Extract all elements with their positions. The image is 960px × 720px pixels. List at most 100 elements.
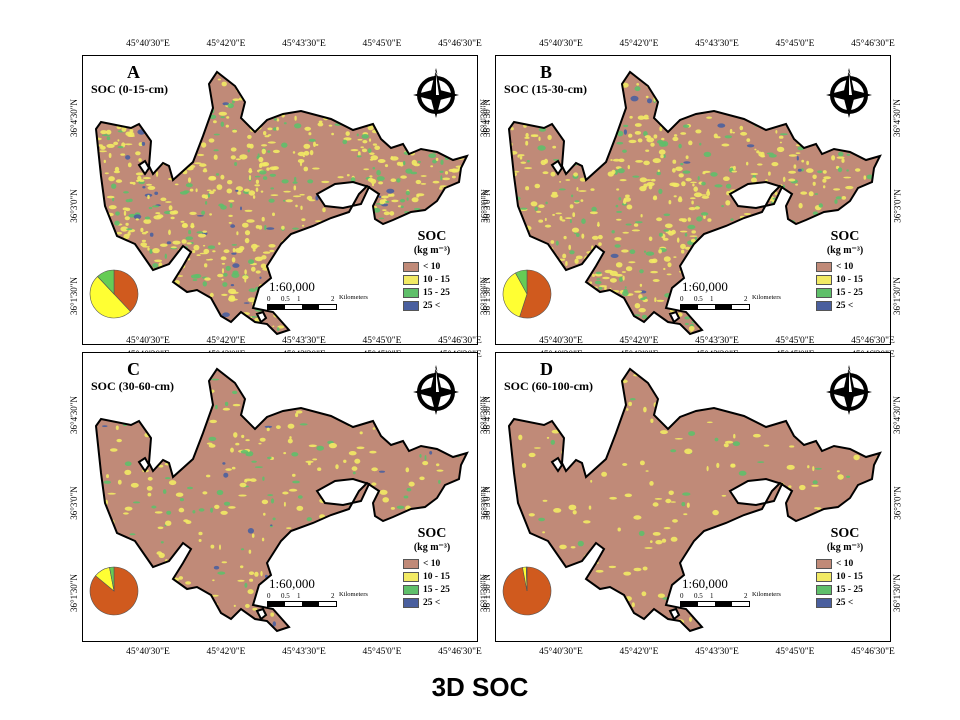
pie-slice: [515, 269, 528, 295]
panel-letter: C: [127, 359, 140, 379]
latitude-label: 36°1'30"N: [892, 574, 902, 612]
legend-swatch: [403, 274, 419, 285]
scale-tick: 1: [710, 295, 714, 303]
pie-slice: [502, 272, 528, 318]
latitude-label: 36°3'0"N: [482, 486, 492, 520]
legend-item: 15 - 25: [816, 286, 874, 299]
longitude-label: 45°46'30"E: [438, 647, 482, 657]
soc-pie-chart: [502, 566, 552, 616]
pie-slice: [525, 566, 528, 592]
soc-legend: SOC (kg m⁻³) < 10 10 - 15 15 - 25 25 <: [816, 229, 874, 312]
scale-ratio: 1:60,000: [682, 576, 728, 591]
north-arrow-icon: N: [413, 68, 459, 118]
pie-slice: [89, 276, 131, 319]
longitude-label: 45°43'30"E: [282, 647, 326, 657]
legend-swatch: [816, 597, 832, 608]
legend-units: (kg m⁻³): [826, 245, 864, 256]
scale-ratio: 1:60,000: [269, 576, 315, 591]
svg-text:N: N: [434, 71, 439, 78]
legend-label: < 10: [423, 261, 441, 272]
longitude-label: 45°46'30"E: [438, 336, 482, 346]
scale-tick: 0: [267, 295, 271, 303]
latitude-label: 36°3'0"N: [892, 486, 902, 520]
longitude-label: 45°45'0"E: [362, 39, 402, 49]
scale-tick: 0: [267, 592, 271, 600]
figure-caption: 3D SOC: [431, 672, 529, 702]
svg-text:N: N: [847, 368, 852, 375]
soc-legend: SOC (kg m⁻³) < 10 10 - 15 15 - 25 25 <: [816, 526, 874, 609]
longitude-label: 45°40'30"E: [539, 647, 583, 657]
map-panel-c: C SOC (30-60-cm) N SOC (kg m⁻³) < 10 10 - 15 15…: [69, 336, 489, 657]
legend-label: 25 <: [423, 300, 441, 311]
legend-label: < 10: [836, 261, 854, 272]
north-arrow-icon: N: [826, 365, 872, 415]
latitude-label: 36°3'0"N: [69, 189, 79, 223]
latitude-label: 36°3'0"N: [892, 189, 902, 223]
legend-label: 25 <: [836, 300, 854, 311]
legend-label: 15 - 25: [423, 584, 450, 595]
latitude-label: 36°3'0"N: [482, 189, 492, 223]
longitude-label: 45°40'30"E: [539, 336, 583, 346]
latitude-label: 36°3'0"N: [69, 486, 79, 520]
scale-unit: Kilometers: [752, 294, 781, 301]
panel-letter: A: [127, 62, 140, 82]
legend-label: 25 <: [836, 597, 854, 608]
legend-swatch: [816, 558, 832, 569]
legend-label: 10 - 15: [423, 274, 450, 285]
depth-label: SOC (15-30-cm): [504, 82, 587, 96]
longitude-label: 45°46'30"E: [851, 39, 895, 49]
legend-title: SOC: [417, 526, 447, 541]
latitude-label: 36°4'30"N: [892, 396, 902, 434]
longitude-label: 45°46'30"E: [438, 39, 482, 49]
legend-item: < 10: [816, 557, 874, 570]
longitude-label: 45°45'0"E: [362, 336, 402, 346]
legend-swatch: [403, 571, 419, 582]
scale-tick: 1: [297, 592, 301, 600]
legend-title: SOC: [417, 229, 447, 244]
legend-item: 25 <: [816, 299, 874, 312]
legend-units: (kg m⁻³): [826, 542, 864, 553]
longitude-label: 45°46'30"E: [851, 647, 895, 657]
longitude-label: 45°42'0"E: [619, 647, 659, 657]
north-arrow-icon: N: [826, 68, 872, 118]
scale-bar: 1:60,000 0 0.5 1 2 Kilometers: [680, 279, 790, 310]
scale-unit: Kilometers: [339, 591, 368, 598]
longitude-label: 45°42'0"E: [619, 336, 659, 346]
scale-tick: 0.5: [281, 295, 290, 303]
scale-bar: 1:60,000 0 0.5 1 2 Kilometers: [680, 576, 790, 607]
scale-ratio: 1:60,000: [269, 279, 315, 294]
longitude-label: 45°43'30"E: [695, 39, 739, 49]
scale-tick: 0.5: [694, 295, 703, 303]
map-panel-d: D SOC (60-100-cm) N SOC (kg m⁻³) < 10 10 - 15 1…: [482, 336, 902, 657]
soc-legend: SOC (kg m⁻³) < 10 10 - 15 15 - 25 25 <: [403, 229, 461, 312]
legend-item: 25 <: [403, 596, 461, 609]
svg-text:N: N: [847, 71, 852, 78]
latitude-label: 36°4'30"N: [892, 99, 902, 137]
legend-swatch: [403, 558, 419, 569]
latitude-label: 36°1'30"N: [69, 277, 79, 315]
longitude-label: 45°40'30"E: [126, 647, 170, 657]
legend-swatch: [816, 274, 832, 285]
scale-tick: 2: [744, 295, 748, 303]
longitude-label: 45°43'30"E: [282, 39, 326, 49]
map-panel-b: B SOC (15-30-cm) N SOC (kg m⁻³) < 10 10 - 15 15…: [482, 39, 902, 360]
longitude-label: 45°46'30"E: [851, 336, 895, 346]
longitude-label: 45°42'0"E: [206, 647, 246, 657]
legend-label: < 10: [836, 558, 854, 569]
legend-item: < 10: [816, 260, 874, 273]
depth-label: SOC (60-100-cm): [504, 379, 593, 393]
latitude-label: 36°1'30"N: [69, 574, 79, 612]
legend-swatch: [403, 261, 419, 272]
svg-text:N: N: [434, 368, 439, 375]
scale-unit: Kilometers: [752, 591, 781, 598]
longitude-label: 45°45'0"E: [775, 647, 815, 657]
longitude-label: 45°43'30"E: [282, 336, 326, 346]
longitude-label: 45°43'30"E: [695, 647, 739, 657]
scale-bar: 1:60,000 0 0.5 1 2 Kilometers: [267, 279, 377, 310]
legend-item: 25 <: [816, 596, 874, 609]
legend-title: SOC: [830, 526, 860, 541]
legend-swatch: [403, 584, 419, 595]
pie-slice: [113, 269, 139, 312]
pie-slice: [89, 566, 139, 616]
scale-tick: 2: [331, 592, 335, 600]
